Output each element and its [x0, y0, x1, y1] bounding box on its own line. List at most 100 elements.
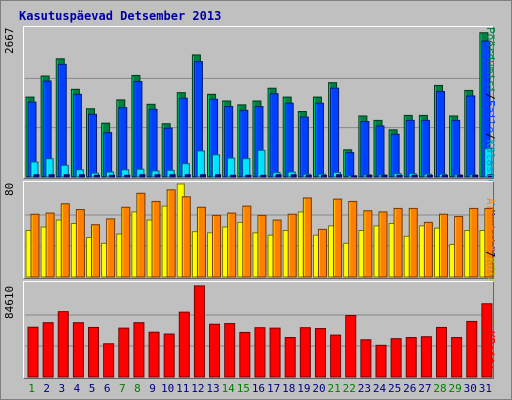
- kbytes-bar-body: [103, 343, 115, 378]
- visits-bar: [63, 174, 70, 178]
- kbytes-bar-body: [72, 322, 84, 378]
- sites-bar-body: [45, 212, 55, 278]
- sites-bar: [166, 189, 176, 278]
- visits-bar-body: [472, 174, 479, 178]
- visits-bar-body: [169, 174, 176, 178]
- sites-bar: [272, 219, 282, 278]
- day-label: 3: [58, 382, 65, 395]
- visits-bar: [442, 174, 449, 178]
- visits-bar-body: [366, 174, 373, 178]
- visits-bar: [320, 174, 327, 178]
- visits-bar-body: [487, 174, 493, 178]
- sites-bar-body: [408, 207, 418, 278]
- kbytes-bar: [118, 327, 130, 378]
- kbytes-bar-body: [299, 327, 311, 378]
- visits-bar-body: [78, 174, 85, 178]
- visits-bar-body: [184, 174, 191, 178]
- sites-bar-body: [151, 200, 161, 278]
- kbytes-bar-body: [314, 328, 326, 378]
- day-label: 16: [252, 382, 265, 395]
- sites-bar-body: [181, 196, 191, 278]
- sites-bar-body: [106, 218, 116, 278]
- visits-bar: [487, 174, 493, 178]
- visits-bar: [457, 174, 464, 178]
- day-label: 28: [433, 382, 446, 395]
- sites-bar-body: [272, 219, 282, 278]
- sites-bar-body: [287, 213, 297, 278]
- kbytes-bar-body: [269, 327, 281, 378]
- day-label: 24: [373, 382, 387, 395]
- visits-bar-body: [260, 174, 267, 178]
- kbytes-bar-body: [390, 338, 402, 378]
- visits-bar-body: [124, 174, 131, 178]
- kbytes-bar-body: [133, 322, 145, 378]
- kbytes-bar: [103, 343, 115, 378]
- sites-bar: [317, 228, 327, 278]
- kbytes-bar: [42, 322, 54, 378]
- visits-bar-body: [109, 174, 116, 178]
- kbytes-bar: [481, 303, 493, 378]
- sites-bar: [302, 197, 312, 278]
- visits-bar: [245, 174, 252, 178]
- sites-bar-body: [423, 221, 433, 278]
- sites-bar: [242, 205, 252, 278]
- sites-bar-body: [317, 228, 327, 278]
- visits-bar-body: [442, 174, 449, 178]
- kbytes-bar-body: [42, 322, 54, 378]
- hits-files-chart: [25, 32, 493, 178]
- kbytes-bar-body: [239, 331, 251, 378]
- sites-bar: [75, 209, 85, 278]
- kbytes-bar-body: [224, 323, 236, 378]
- visits-bar: [48, 174, 55, 178]
- kbytes-bar: [178, 311, 190, 378]
- kbytes-bar: [72, 322, 84, 378]
- kbytes-bar: [466, 320, 478, 378]
- kbytes-bar: [269, 327, 281, 378]
- sites-bar: [30, 213, 40, 278]
- kbytes-bar: [57, 311, 69, 378]
- sites-bar: [484, 207, 493, 278]
- visits-bar: [184, 174, 191, 178]
- visits-bar: [109, 174, 116, 178]
- chart-title: Kasutuspäevad Detsember 2013: [19, 9, 222, 23]
- kbytes-bar-body: [345, 315, 357, 378]
- kbytes-bar-body: [436, 326, 448, 378]
- visits-bar-body: [230, 174, 237, 178]
- sites-bar-body: [212, 214, 222, 278]
- kbytes-bar-body: [193, 285, 205, 378]
- kbytes-panel: [23, 281, 494, 379]
- sites-bar: [408, 207, 418, 278]
- kbytes-bar-body: [284, 337, 296, 378]
- day-label: 17: [267, 382, 280, 395]
- sites-bar-body: [348, 200, 358, 278]
- sites-bar-body: [378, 211, 388, 278]
- visits-bar: [336, 174, 343, 178]
- kbytes-bar: [254, 327, 266, 378]
- day-label: 21: [327, 382, 340, 395]
- day-label: 25: [388, 382, 401, 395]
- visits-bar-body: [199, 174, 206, 178]
- sites-bar: [257, 214, 267, 278]
- visits-bar-body: [381, 174, 388, 178]
- sites-bar-body: [227, 212, 237, 278]
- sites-bar: [91, 224, 101, 278]
- visits-bar-body: [457, 174, 464, 178]
- visits-bar: [472, 174, 479, 178]
- day-label: 26: [403, 382, 416, 395]
- visits-bar-body: [94, 174, 101, 178]
- sites-bar-body: [454, 216, 464, 278]
- kbytes-bar: [209, 323, 221, 378]
- kbytes-bar-body: [466, 320, 478, 378]
- kbytes-bar: [451, 337, 463, 378]
- visits-bar-body: [215, 174, 222, 178]
- visits-bar: [381, 174, 388, 178]
- visits-bar: [366, 174, 373, 178]
- visits-bar-body: [290, 174, 297, 178]
- sites-bar: [423, 221, 433, 278]
- sites-bar-body: [484, 207, 493, 278]
- visits-bar-body: [411, 174, 418, 178]
- day-label: 2: [43, 382, 50, 395]
- visits-bar-body: [320, 174, 327, 178]
- kbytes-bar-body: [481, 303, 493, 378]
